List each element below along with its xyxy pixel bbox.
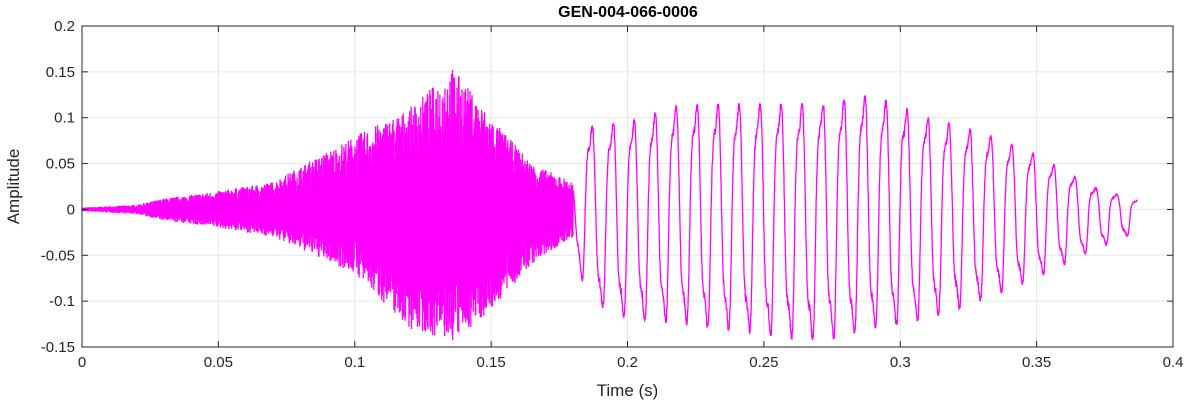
y-tick-label: 0.2 — [54, 18, 75, 35]
y-tick-label: -0.05 — [41, 247, 75, 264]
y-tick-label: 0.05 — [46, 156, 75, 173]
y-tick-label: 0.1 — [54, 110, 75, 127]
y-tick-label: -0.15 — [41, 339, 75, 356]
chart-title: GEN-004-066-0006 — [558, 4, 698, 21]
signal-series — [81, 69, 1138, 341]
x-axis-ticks: 0 0.05 0.1 0.15 0.2 0.25 0.3 0.35 0.4 — [78, 26, 1184, 371]
x-tick-label: 0.2 — [617, 354, 638, 371]
x-tick-label: 0.25 — [749, 354, 778, 371]
y-tick-label: 0.15 — [46, 64, 75, 81]
x-tick-label: 0.15 — [477, 354, 506, 371]
y-axis-label: Amplitude — [4, 149, 23, 225]
x-tick-label: 0.3 — [890, 354, 911, 371]
y-tick-label: -0.1 — [49, 293, 75, 310]
x-tick-label: 0.1 — [344, 354, 365, 371]
amplitude-trace — [81, 69, 1138, 341]
y-axis-ticks: -0.15 -0.1 -0.05 0 0.05 0.1 0.15 0.2 — [41, 18, 1173, 356]
x-tick-label: 0.4 — [1163, 354, 1184, 371]
x-tick-label: 0 — [78, 354, 86, 371]
x-axis-label: Time (s) — [597, 381, 659, 400]
x-tick-label: 0.05 — [204, 354, 233, 371]
y-tick-label: 0 — [67, 201, 75, 218]
x-tick-label: 0.35 — [1022, 354, 1051, 371]
